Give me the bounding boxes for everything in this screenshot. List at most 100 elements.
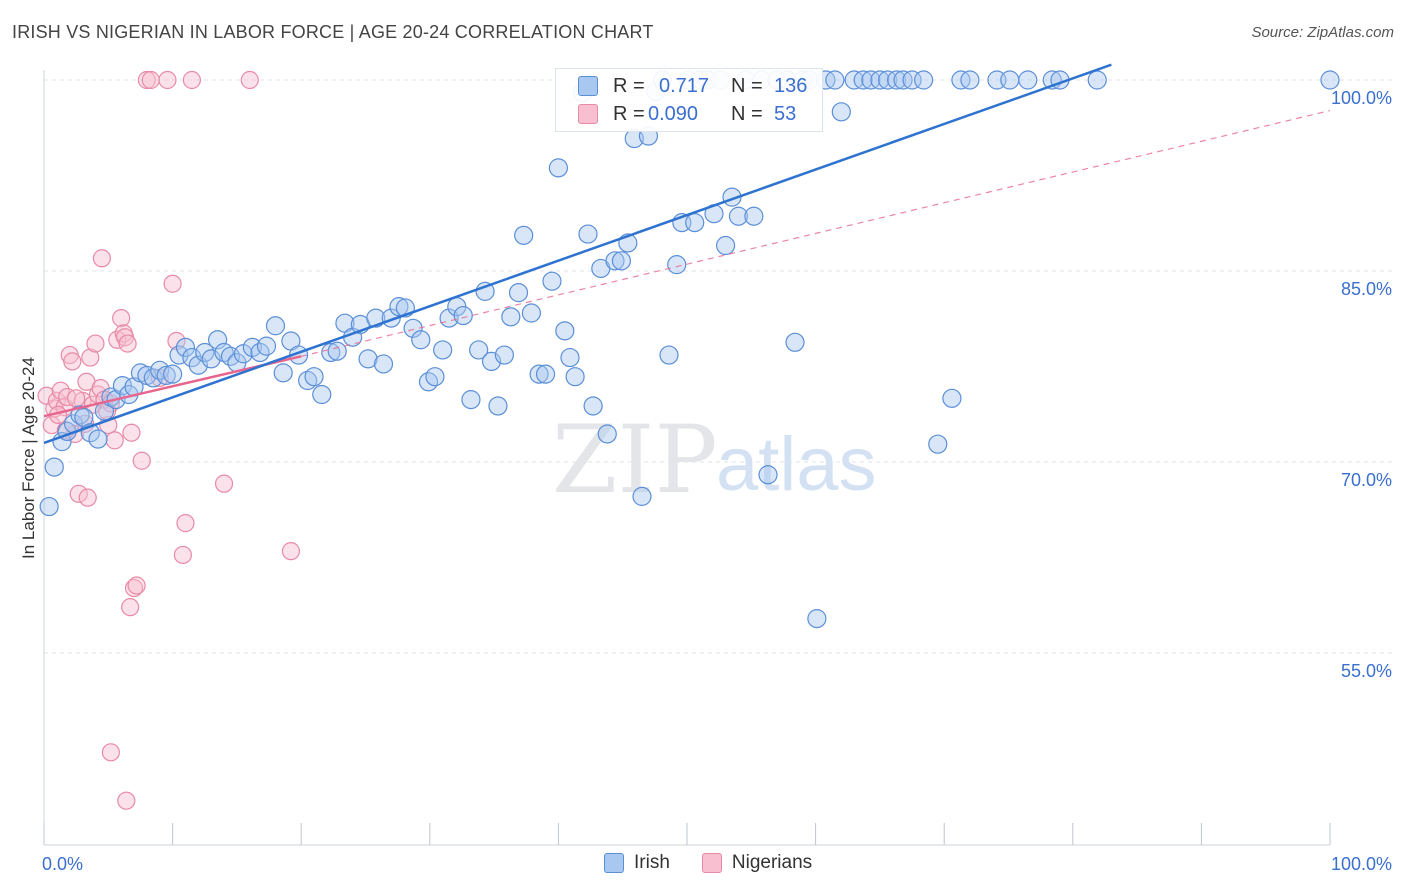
irish-point — [659, 345, 679, 365]
x-tick-label: 100.0% — [1331, 854, 1392, 874]
nigerians-trend-extension — [301, 109, 1331, 357]
irish-point — [942, 388, 962, 408]
irish-point — [1087, 70, 1107, 90]
irish-point — [785, 332, 805, 352]
nigerians-point — [137, 70, 156, 90]
irish-point — [521, 303, 541, 323]
irish-point — [411, 330, 431, 350]
nigerians-point — [173, 545, 192, 565]
nigerians-point — [67, 389, 86, 408]
legend-irish-label: Irish — [634, 852, 670, 873]
irish-swatch — [578, 76, 598, 96]
irish-point — [304, 367, 324, 387]
nigerians-point — [281, 542, 301, 561]
irish-point — [514, 225, 534, 245]
nigerians-points — [37, 70, 301, 810]
nigerians-point — [132, 451, 151, 470]
irish-n-label: N = — [731, 74, 763, 97]
irish-n-value: 136 — [774, 74, 808, 97]
nigerians-point — [81, 348, 100, 367]
chart-title: IRISH VS NIGERIAN IN LABOR FORCE | AGE 2… — [12, 22, 654, 42]
watermark-atlas: atlas — [716, 422, 877, 507]
irish-point — [807, 609, 827, 629]
irish-point — [728, 206, 749, 226]
nigerians-point — [117, 791, 136, 810]
irish-point — [389, 297, 409, 317]
irish-point — [453, 305, 473, 326]
irish-point — [358, 349, 378, 369]
legend-item-irish[interactable]: Irish — [604, 852, 670, 874]
nigerians-point — [63, 352, 82, 371]
irish-point — [667, 255, 687, 275]
legend-irish-swatch — [604, 853, 624, 873]
irish-point — [928, 434, 948, 454]
irish-point — [418, 372, 439, 392]
nigerians-point — [112, 309, 131, 328]
nigerians-point — [69, 484, 88, 503]
irish-point — [163, 364, 183, 384]
irish-point — [327, 341, 347, 361]
irish-point — [542, 271, 562, 291]
legend-item-nigerians[interactable]: Nigerians — [701, 852, 813, 874]
irish-point — [914, 70, 934, 90]
x-tick-label: 0.0% — [42, 854, 83, 874]
irish-point — [870, 70, 890, 90]
nigerians-r-label: R = — [613, 102, 645, 125]
irish-r-label: R = — [613, 74, 645, 97]
nigerians-point — [240, 70, 259, 90]
irish-point — [175, 337, 196, 357]
irish-point — [744, 206, 764, 226]
nigerians-point — [158, 70, 177, 90]
y-tick-label: 85.0% — [1341, 279, 1392, 299]
irish-point — [88, 429, 108, 449]
irish-point — [887, 70, 907, 90]
gridlines — [44, 79, 1395, 654]
irish-point — [560, 347, 580, 368]
nigerians-point — [141, 70, 160, 90]
axes — [43, 70, 1331, 846]
irish-point — [1320, 70, 1340, 90]
legend: Irish Nigerians — [604, 852, 844, 874]
watermark: ZIP atlas — [552, 406, 877, 515]
nigerians-stat-row: R = 0.090 N = 53 — [556, 99, 822, 129]
irish-point — [960, 70, 980, 90]
irish-point — [831, 102, 851, 122]
irish-point — [632, 486, 652, 506]
nigerians-point — [122, 423, 141, 442]
irish-point — [150, 360, 170, 380]
irish-point — [265, 316, 286, 336]
nigerians-point — [124, 578, 144, 598]
y-tick-label: 55.0% — [1341, 661, 1392, 681]
irish-point — [273, 363, 293, 383]
irish-point — [256, 336, 277, 356]
irish-point — [461, 390, 481, 410]
irish-point — [469, 340, 489, 360]
watermark-zip: ZIP — [552, 406, 718, 515]
irish-point — [611, 251, 632, 271]
irish-point — [902, 70, 922, 90]
irish-point — [312, 384, 332, 405]
y-axis-label: In Labor Force | Age 20-24 — [19, 357, 38, 559]
irish-point — [715, 235, 736, 256]
irish-point — [433, 340, 453, 360]
irish-point — [488, 396, 508, 416]
irish-point — [555, 321, 575, 341]
nigerians-n-value: 53 — [774, 102, 797, 125]
y-tick-label: 100.0% — [1331, 88, 1392, 108]
irish-point — [853, 70, 873, 90]
irish-point — [758, 465, 778, 485]
irish-point — [475, 281, 495, 301]
nigerians-point — [101, 743, 120, 762]
nigerians-point — [92, 249, 111, 268]
irish-point — [425, 367, 445, 387]
nigerians-point — [105, 431, 124, 450]
irish-r-value: 0.717 — [659, 74, 710, 97]
legend-nigerians-label: Nigerians — [731, 852, 813, 873]
irish-point — [578, 224, 598, 244]
irish-point — [494, 345, 514, 365]
nigerians-point — [121, 598, 140, 617]
irish-point — [44, 457, 64, 477]
irish-stat-row: R = 0.717 N = 136 — [556, 71, 822, 101]
irish-point — [535, 364, 556, 384]
irish-point — [182, 347, 202, 368]
